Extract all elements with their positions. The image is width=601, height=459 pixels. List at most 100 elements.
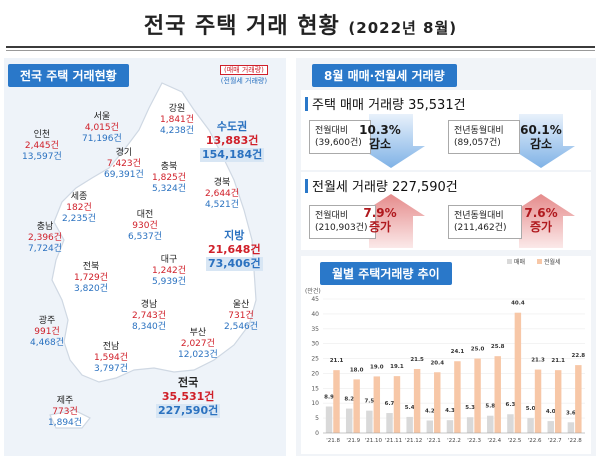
region-incheon-sale: 2,445건 bbox=[24, 141, 59, 151]
region-daegu-jeonse: 5,939건 bbox=[152, 277, 187, 287]
region-gangwon: 강원 1,841건 4,238건 bbox=[160, 104, 194, 137]
data-label-전월세-6: 24.1 bbox=[451, 349, 465, 355]
national-jeonse: 227,590건 bbox=[156, 404, 221, 418]
region-national: 전국 35,531건 227,590건 bbox=[156, 376, 221, 418]
y-tick-0: 0 bbox=[315, 430, 319, 437]
data-label-매매-3: 6.7 bbox=[385, 401, 395, 407]
data-label-매매-0: 8.9 bbox=[324, 394, 334, 400]
x-tick-6: '22.2 bbox=[447, 438, 461, 444]
region-incheon-jeonse: 13,597건 bbox=[22, 152, 62, 162]
region-jeonnam-name: 전남 bbox=[102, 342, 120, 352]
y-tick-20: 20 bbox=[311, 370, 319, 377]
region-gyeongbuk-sale: 2,644건 bbox=[205, 189, 240, 199]
data-label-전월세-7: 25.0 bbox=[471, 347, 485, 353]
bar-전월세-8 bbox=[494, 356, 501, 433]
local-sale: 21,648건 bbox=[208, 243, 261, 256]
capital-sale: 13,883건 bbox=[205, 134, 259, 147]
sale-yoy-pct: 60.1% bbox=[520, 123, 562, 137]
jeonse-yoy-ref: (211,462건) bbox=[454, 223, 507, 233]
data-label-전월세-0: 21.1 bbox=[330, 358, 344, 364]
bar-전월세-0 bbox=[333, 370, 340, 433]
y-tick-40: 40 bbox=[311, 311, 319, 318]
bar-전월세-4 bbox=[413, 368, 421, 433]
x-tick-7: '22.3 bbox=[467, 438, 481, 444]
region-chungbuk: 충북 1,825건 5,324건 bbox=[152, 162, 186, 195]
region-chungnam-name: 충남 bbox=[36, 222, 54, 232]
region-gyeonggi: 경기 7,423건 69,391건 bbox=[104, 148, 144, 181]
jeonse-mom-ref: (210,903건) bbox=[315, 223, 368, 233]
data-label-전월세-1: 18.0 bbox=[350, 367, 364, 373]
chart-header: 월별 주택거래량 추이 bbox=[320, 262, 452, 285]
sale-title-text: 주택 매매 거래량 35,531건 bbox=[312, 98, 466, 113]
x-tick-2: '21.10 bbox=[365, 438, 383, 444]
jeonse-title: 전월세 거래량 227,590건 bbox=[305, 176, 458, 195]
bar-매매-3 bbox=[386, 413, 393, 433]
national-name: 전국 bbox=[177, 376, 199, 389]
data-label-매매-6: 4.3 bbox=[445, 408, 455, 414]
region-chungnam-jeonse: 7,724건 bbox=[28, 244, 63, 254]
sale-mom-ref: (39,600건) bbox=[315, 138, 362, 148]
legend-swatch-전월세 bbox=[537, 259, 542, 264]
region-jeonbuk: 전북 1,729건 3,820건 bbox=[74, 262, 108, 295]
local-jeonse: 73,406건 bbox=[206, 257, 263, 271]
region-chungnam-sale: 2,396건 bbox=[28, 233, 63, 243]
sale-mom-dir: 감소 bbox=[368, 137, 392, 151]
region-ulsan: 울산 731건 2,546건 bbox=[224, 300, 258, 333]
x-tick-3: '21.11 bbox=[385, 438, 402, 444]
region-chungnam: 충남 2,396건 7,724건 bbox=[28, 222, 62, 255]
bar-전월세-9 bbox=[514, 312, 522, 433]
jeonse-title-text: 전월세 거래량 227,590건 bbox=[312, 180, 458, 195]
bar-전월세-3 bbox=[393, 376, 401, 433]
region-seoul-jeonse: 71,196건 bbox=[82, 134, 122, 144]
sale-yoy-dir: 감소 bbox=[529, 137, 553, 151]
data-label-전월세-3: 19.1 bbox=[390, 364, 404, 370]
page-title: 전국 주택 거래 현황 (2022년 8월) bbox=[0, 8, 601, 40]
region-gyeongnam-jeonse: 8,340건 bbox=[132, 322, 167, 332]
sale-mom-pct: 10.3% bbox=[359, 123, 401, 137]
x-tick-1: '21.9 bbox=[346, 438, 360, 444]
jeonse-yoy-dir: 증가 bbox=[529, 220, 553, 234]
bar-전월세-2 bbox=[373, 376, 381, 433]
bar-전월세-11 bbox=[554, 370, 562, 433]
region-sejong-sale: 182건 bbox=[66, 203, 92, 213]
data-label-매매-9: 6.3 bbox=[506, 402, 516, 408]
x-tick-11: '22.7 bbox=[548, 438, 562, 444]
region-jeju-jeonse: 1,894건 bbox=[48, 418, 83, 428]
y-tick-35: 35 bbox=[311, 326, 319, 333]
sale-yoy-box: 전년동월대비 (89,057건) bbox=[448, 120, 520, 154]
region-busan-jeonse: 12,023건 bbox=[178, 350, 218, 360]
region-gwangju-sale: 991건 bbox=[34, 327, 60, 337]
jeju-shape bbox=[49, 409, 91, 429]
jeonse-mom-dir: 증가 bbox=[368, 220, 392, 234]
region-daejeon-sale: 930건 bbox=[132, 221, 158, 231]
data-label-매매-11: 4.0 bbox=[546, 409, 556, 415]
bar-전월세-7 bbox=[474, 358, 481, 433]
region-busan-sale: 2,027건 bbox=[180, 339, 215, 349]
region-jeonbuk-name: 전북 bbox=[82, 262, 100, 272]
jeonse-yoy-label: 전년동월대비 bbox=[454, 211, 504, 221]
bar-전월세-1 bbox=[353, 379, 360, 433]
bar-매매-10 bbox=[527, 418, 534, 433]
jeonse-yoy-box: 전년동월대비 (211,462건) bbox=[448, 205, 522, 239]
data-label-전월세-9: 40.4 bbox=[511, 301, 525, 307]
sale-yoy-change: 60.1% 감소 bbox=[516, 123, 566, 151]
data-label-전월세-4: 21.5 bbox=[410, 357, 424, 363]
region-incheon: 인천 2,445건 13,597건 bbox=[22, 130, 62, 163]
region-daejeon-jeonse: 6,537건 bbox=[128, 232, 163, 242]
legend-label-매매: 매매 bbox=[514, 258, 525, 266]
x-tick-0: '21.8 bbox=[326, 438, 340, 444]
monthly-trade-chart: (만건) 0 5 10 15 20 25 30 35 40 45 8.9 21.1 '21.8 8.2 18.… bbox=[305, 258, 586, 444]
region-jeonbuk-sale: 1,729건 bbox=[74, 273, 109, 283]
sale-title: 주택 매매 거래량 35,531건 bbox=[305, 94, 466, 113]
y-tick-30: 30 bbox=[311, 341, 319, 348]
region-jeonnam-sale: 1,594건 bbox=[94, 353, 129, 363]
sale-yoy-down-arrow bbox=[507, 114, 575, 168]
data-label-전월세-5: 20.4 bbox=[430, 360, 444, 366]
region-jeju: 제주 773건 1,894건 bbox=[48, 396, 82, 429]
legend-jeonse: (전월세 거래량) bbox=[220, 77, 268, 85]
y-unit-label: (만건) bbox=[305, 287, 321, 295]
y-tick-45: 45 bbox=[311, 296, 319, 303]
data-label-전월세-12: 22.8 bbox=[572, 353, 586, 359]
data-label-매매-1: 8.2 bbox=[344, 397, 354, 403]
sale-mom-box: 전월대비 (39,600건) bbox=[309, 120, 371, 154]
